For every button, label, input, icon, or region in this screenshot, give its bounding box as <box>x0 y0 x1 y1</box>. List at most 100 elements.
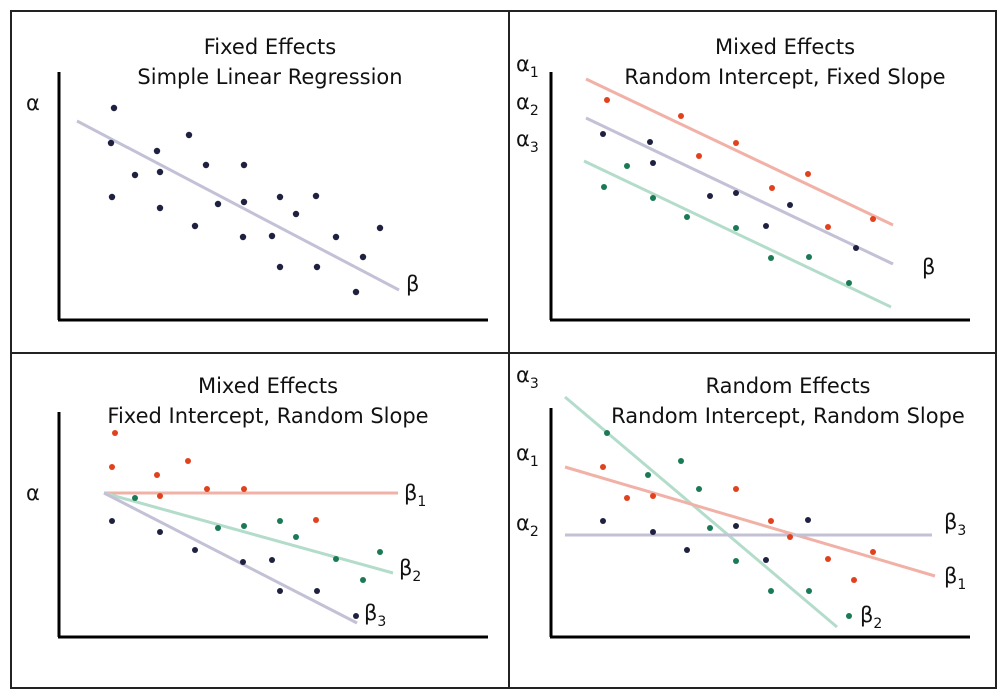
data-point <box>787 202 793 208</box>
data-point <box>276 263 284 271</box>
data-point <box>853 245 859 251</box>
data-point <box>192 547 198 553</box>
panel2-points-green <box>601 163 852 286</box>
panel3-beta3-label: β3 <box>364 601 386 630</box>
panel4-line-group3 <box>564 395 838 629</box>
panel-random-effects: Random Effects Random Intercept, Random … <box>516 363 970 639</box>
data-point <box>132 495 138 501</box>
panel4-alpha3-label: α3 <box>516 363 539 392</box>
data-point <box>678 458 684 464</box>
panel4-points-red <box>600 464 876 583</box>
data-point <box>650 493 656 499</box>
data-point <box>600 518 606 524</box>
panel2-alpha2-label: α2 <box>516 90 539 119</box>
data-point <box>240 161 248 169</box>
data-point <box>707 193 713 199</box>
panel3-beta1-label: β1 <box>404 481 426 510</box>
data-point <box>332 233 340 241</box>
data-point <box>292 210 300 218</box>
panel4-points-dark <box>600 517 811 563</box>
data-point <box>110 104 118 112</box>
data-point <box>241 523 247 529</box>
data-point <box>313 263 321 271</box>
data-point <box>768 518 774 524</box>
panel2-points-dark <box>600 131 859 251</box>
data-point <box>204 486 210 492</box>
panel4-title-line1: Random Effects <box>706 374 871 398</box>
data-point <box>269 557 275 563</box>
data-point <box>733 523 739 529</box>
data-point <box>600 464 606 470</box>
panel2-axes <box>549 72 970 322</box>
panel4-alpha1-label: α1 <box>516 441 539 470</box>
data-point <box>185 131 193 139</box>
data-point <box>733 558 739 564</box>
data-point <box>352 288 360 296</box>
data-point <box>650 195 656 201</box>
data-point <box>678 113 684 119</box>
data-point <box>806 254 812 260</box>
data-point <box>870 549 876 555</box>
data-point <box>312 192 320 200</box>
panel4-points-green <box>604 430 852 619</box>
panel2-title-line1: Mixed Effects <box>715 35 855 59</box>
panel-mixed-random-slope: Mixed Effects Fixed Intercept, Random Sl… <box>26 374 488 639</box>
data-point <box>202 161 210 169</box>
data-point <box>825 556 831 562</box>
data-point <box>156 204 164 212</box>
panel2-line-group1 <box>585 77 894 227</box>
panel2-alpha1-label: α1 <box>516 52 539 81</box>
data-point <box>696 486 702 492</box>
panel1-title-line1: Fixed Effects <box>204 35 336 59</box>
panel4-axes <box>549 408 970 639</box>
panel3-line-group3 <box>103 491 358 625</box>
data-point <box>604 97 610 103</box>
data-point <box>109 518 115 524</box>
data-point <box>846 613 852 619</box>
data-point <box>806 588 812 594</box>
data-point <box>360 577 366 583</box>
panel4-beta1-label: β1 <box>944 564 966 593</box>
data-point <box>768 588 774 594</box>
data-point <box>624 495 630 501</box>
panel2-beta-label: β <box>922 255 935 279</box>
data-point <box>733 486 739 492</box>
panel3-axes <box>57 412 488 639</box>
panel2-line-group3 <box>583 159 892 309</box>
data-point <box>707 525 713 531</box>
panel-frame <box>10 10 997 689</box>
data-point <box>684 547 690 553</box>
data-point <box>376 224 384 232</box>
data-point <box>112 430 118 436</box>
data-point <box>624 163 630 169</box>
panel3-points-dark <box>109 518 359 619</box>
data-point <box>240 559 246 565</box>
data-point <box>377 549 383 555</box>
data-point <box>215 525 221 531</box>
panel3-line-group2 <box>103 491 394 575</box>
panel-fixed-effects: Fixed Effects Simple Linear Regression <box>26 35 488 322</box>
data-point <box>650 160 656 166</box>
panel1-points <box>107 104 384 296</box>
panel1-beta-label: β <box>406 272 419 296</box>
panel4-line-group1 <box>564 465 936 578</box>
panel3-points-green <box>132 495 383 583</box>
panel3-beta2-label: β2 <box>399 556 421 585</box>
data-point <box>650 529 656 535</box>
data-point <box>647 139 653 145</box>
panel3-title-line2: Fixed Intercept, Random Slope <box>107 404 428 428</box>
panel4-beta2-label: β2 <box>860 603 882 632</box>
data-point <box>805 517 811 523</box>
data-point <box>787 534 793 540</box>
data-point <box>239 233 247 241</box>
data-point <box>645 472 651 478</box>
data-point <box>601 184 607 190</box>
panel2-title-line2: Random Intercept, Fixed Slope <box>624 65 945 89</box>
data-point <box>825 224 831 230</box>
data-point <box>109 464 115 470</box>
data-point <box>107 139 115 147</box>
data-point <box>154 472 160 478</box>
panel3-points-red <box>109 430 319 523</box>
data-point <box>214 200 222 208</box>
